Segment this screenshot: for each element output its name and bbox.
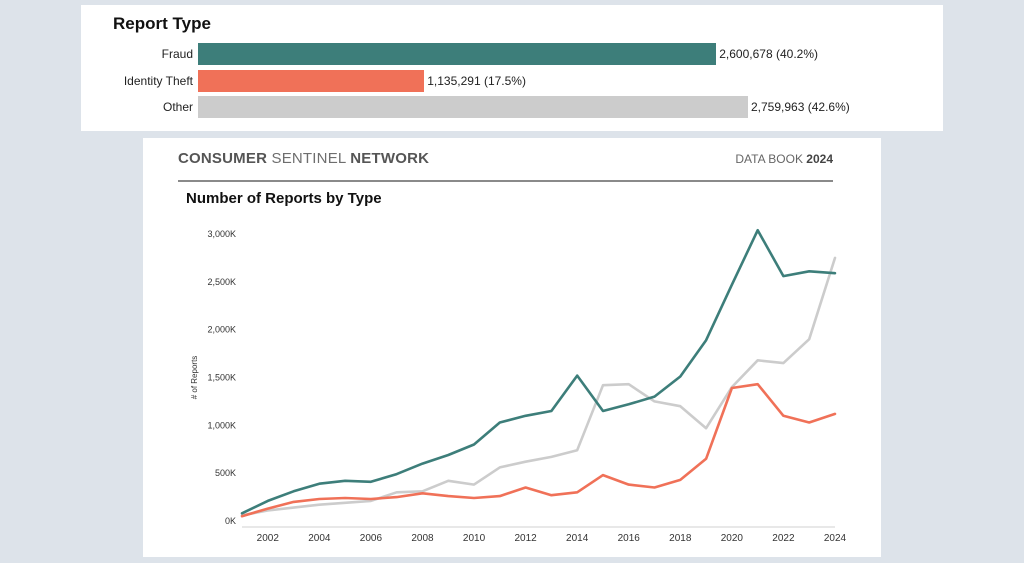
- x-tick-label: 2006: [360, 533, 383, 544]
- data-book-year: 2024: [806, 152, 833, 166]
- x-tick-label: 2018: [669, 533, 692, 544]
- y-axis-label: # of Reports: [190, 356, 199, 400]
- bar-other: [198, 96, 748, 118]
- bar-row-other: Other 2,759,963 (42.6%): [81, 96, 943, 118]
- y-tick-label: 0K: [225, 516, 236, 526]
- bar-identity-theft: [198, 70, 425, 92]
- chart-title: Number of Reports by Type: [186, 190, 382, 207]
- report-type-panel: Report Type Fraud 2,600,678 (40.2%) Iden…: [81, 5, 943, 131]
- bar-label: Identity Theft: [123, 74, 193, 88]
- x-tick-label: 2008: [411, 533, 434, 544]
- x-tick-label: 2012: [514, 533, 537, 544]
- data-book-label: DATA BOOK 2024: [735, 152, 833, 166]
- y-tick-label: 500K: [215, 468, 236, 478]
- data-book-text: DATA BOOK: [735, 152, 803, 166]
- bar-value: 2,600,678 (40.2%): [719, 47, 818, 61]
- y-tick-label: 1,500K: [207, 373, 236, 383]
- bar-value: 2,759,963 (42.6%): [751, 100, 850, 114]
- y-tick-label: 1,000K: [207, 420, 236, 430]
- x-tick-label: 2016: [618, 533, 641, 544]
- x-tick-label: 2022: [772, 533, 795, 544]
- brand-word-3: NETWORK: [350, 150, 430, 167]
- bar-label: Other: [162, 100, 193, 114]
- report-type-title: Report Type: [113, 14, 211, 33]
- bar-row-fraud: Fraud 2,600,678 (40.2%): [81, 43, 943, 65]
- brand-word-1: CONSUMER: [178, 150, 268, 167]
- brand-title: CONSUMER SENTINEL NETWORK: [178, 150, 429, 167]
- x-tick-label: 2024: [824, 533, 847, 544]
- bar-label: Fraud: [161, 47, 193, 61]
- x-tick-label: 2002: [257, 533, 280, 544]
- series-line-other: [240, 256, 837, 517]
- data-book-panel: CONSUMER SENTINEL NETWORK DATA BOOK 2024…: [143, 138, 881, 557]
- bar-row-identity-theft: Identity Theft 1,135,291 (17.5%): [81, 70, 943, 92]
- x-tick-label: 2010: [463, 533, 486, 544]
- bar-fraud: [198, 43, 717, 65]
- header-divider: [178, 180, 833, 182]
- bar-value: 1,135,291 (17.5%): [427, 74, 526, 88]
- x-tick-label: 2020: [721, 533, 744, 544]
- y-tick-label: 2,000K: [207, 325, 236, 335]
- x-tick-label: 2014: [566, 533, 589, 544]
- y-tick-label: 3,000K: [207, 229, 236, 239]
- brand-word-2: SENTINEL: [271, 150, 346, 167]
- series-line-fraud: [240, 228, 837, 515]
- x-tick-label: 2004: [308, 533, 331, 544]
- series-line-identity-theft: [240, 382, 837, 518]
- line-chart: 0K 500K 1,000K 1,500K 2,000K 2,500K 3,000K 2002…: [190, 228, 847, 544]
- y-tick-label: 2,500K: [207, 277, 236, 287]
